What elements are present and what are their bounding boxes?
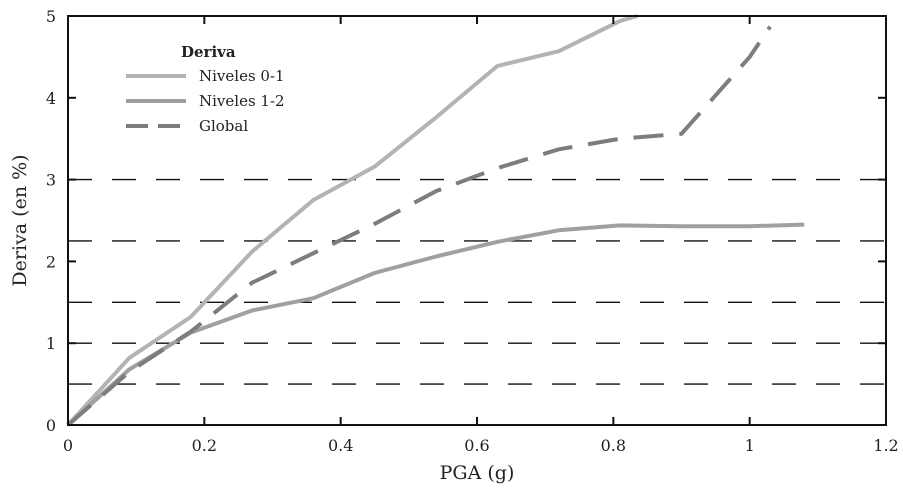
series-lines bbox=[66, 14, 805, 427]
series-line bbox=[66, 25, 772, 427]
y-axis-title: Deriva (en %) bbox=[9, 154, 31, 286]
x-tick-label: 1.2 bbox=[873, 436, 898, 455]
legend-label: Global bbox=[199, 117, 248, 135]
x-tick-label: 0.4 bbox=[328, 436, 353, 455]
plot-frame bbox=[67, 15, 887, 426]
series-line bbox=[66, 14, 638, 427]
legend: Deriva Niveles 0-1 Niveles 1-2 Global bbox=[126, 43, 285, 135]
axis-ticks bbox=[67, 15, 887, 426]
x-tick-label: 0.2 bbox=[192, 436, 217, 455]
y-tick-label: 4 bbox=[46, 89, 56, 108]
legend-label: Niveles 0-1 bbox=[199, 67, 285, 85]
x-tick-label: 0 bbox=[63, 436, 73, 455]
y-tick-labels: 0 1 2 3 4 5 bbox=[46, 7, 56, 435]
y-tick-label: 0 bbox=[46, 416, 56, 435]
x-tick-label: 0.8 bbox=[601, 436, 626, 455]
x-tick-labels: 0 0.2 0.4 0.6 0.8 1 1.2 bbox=[63, 436, 899, 455]
x-tick-label: 1 bbox=[745, 436, 755, 455]
x-tick-label: 0.6 bbox=[464, 436, 489, 455]
x-axis-title: PGA (g) bbox=[440, 462, 515, 484]
reference-lines bbox=[68, 178, 886, 385]
legend-title: Deriva bbox=[181, 43, 236, 61]
y-tick-label: 1 bbox=[46, 334, 56, 353]
y-tick-label: 5 bbox=[46, 7, 56, 26]
y-tick-label: 3 bbox=[46, 171, 56, 190]
y-tick-label: 2 bbox=[46, 252, 56, 271]
legend-label: Niveles 1-2 bbox=[199, 92, 285, 110]
